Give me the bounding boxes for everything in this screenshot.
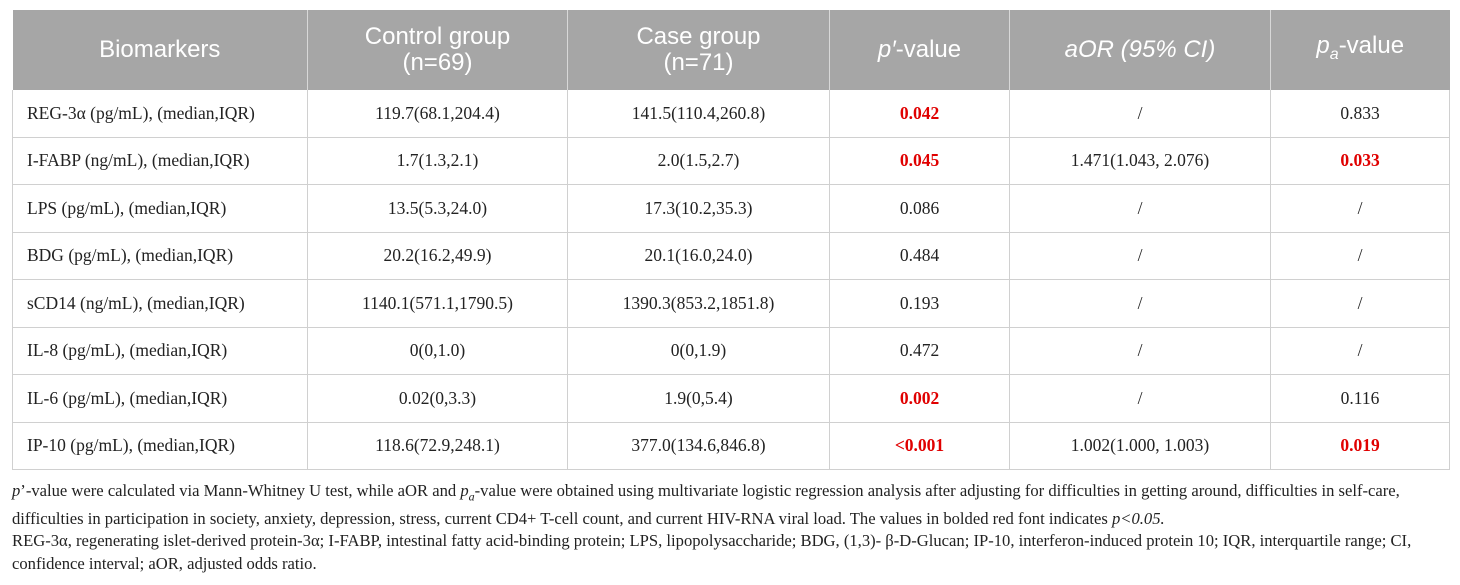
cell-control: 119.7(68.1,204.4): [307, 90, 568, 138]
table-row: IP-10 (pg/mL), (median,IQR) 118.6(72.9,2…: [12, 422, 1450, 470]
footnote-abbreviations: REG-3α, regenerating islet-derived prote…: [12, 531, 1412, 573]
cell-aor: /: [1009, 90, 1271, 138]
cell-pa: 0.019: [1270, 422, 1450, 470]
header-pa-value: pa-value: [1270, 10, 1450, 90]
cell-case: 377.0(134.6,846.8): [567, 422, 830, 470]
cell-pa: 0.833: [1270, 90, 1450, 138]
cell-aor: /: [1009, 279, 1271, 328]
cell-control: 0.02(0,3.3): [307, 374, 568, 423]
cell-control: 118.6(72.9,248.1): [307, 422, 568, 470]
header-aor: aOR (95% CI): [1009, 10, 1271, 90]
biomarker-table: Biomarkers Control group (n=69) Case grou…: [12, 10, 1450, 470]
cell-p-prime: 0.484: [829, 232, 1010, 280]
cell-p-prime: 0.002: [829, 374, 1010, 423]
header-control-group: Control group (n=69): [307, 10, 568, 90]
table-row: sCD14 (ng/mL), (median,IQR) 1140.1(571.1…: [12, 279, 1450, 328]
footnote-methods: p’-value were calculated via Mann-Whitne…: [12, 481, 1400, 528]
cell-case: 20.1(16.0,24.0): [567, 232, 830, 280]
cell-biomarker: sCD14 (ng/mL), (median,IQR): [12, 279, 308, 328]
cell-aor: 1.002(1.000, 1.003): [1009, 422, 1271, 470]
table-row: BDG (pg/mL), (median,IQR) 20.2(16.2,49.9…: [12, 232, 1450, 280]
cell-p-prime: <0.001: [829, 422, 1010, 470]
cell-p-prime: 0.042: [829, 90, 1010, 138]
table-row: IL-8 (pg/mL), (median,IQR) 0(0,1.0) 0(0,…: [12, 327, 1450, 375]
table-header-row: Biomarkers Control group (n=69) Case grou…: [12, 10, 1450, 90]
cell-case: 141.5(110.4,260.8): [567, 90, 830, 138]
cell-p-prime: 0.193: [829, 279, 1010, 328]
cell-control: 13.5(5.3,24.0): [307, 184, 568, 233]
cell-aor: /: [1009, 327, 1271, 375]
cell-biomarker: IL-6 (pg/mL), (median,IQR): [12, 374, 308, 423]
cell-case: 0(0,1.9): [567, 327, 830, 375]
cell-case: 1.9(0,5.4): [567, 374, 830, 423]
cell-aor: /: [1009, 232, 1271, 280]
cell-case: 2.0(1.5,2.7): [567, 137, 830, 185]
cell-pa: /: [1270, 279, 1450, 328]
cell-control: 0(0,1.0): [307, 327, 568, 375]
cell-aor: /: [1009, 184, 1271, 233]
table-row: REG-3α (pg/mL), (median,IQR) 119.7(68.1,…: [12, 90, 1450, 138]
cell-pa: /: [1270, 327, 1450, 375]
cell-pa: 0.033: [1270, 137, 1450, 185]
cell-p-prime: 0.086: [829, 184, 1010, 233]
header-p-prime-value: p′-value: [829, 10, 1010, 90]
table-footnote: p’-value were calculated via Mann-Whitne…: [12, 480, 1452, 575]
cell-pa: /: [1270, 232, 1450, 280]
cell-case: 17.3(10.2,35.3): [567, 184, 830, 233]
cell-biomarker: IL-8 (pg/mL), (median,IQR): [12, 327, 308, 375]
cell-biomarker: BDG (pg/mL), (median,IQR): [12, 232, 308, 280]
cell-biomarker: REG-3α (pg/mL), (median,IQR): [12, 90, 308, 138]
cell-aor: /: [1009, 374, 1271, 423]
header-case-group: Case group (n=71): [567, 10, 830, 90]
cell-case: 1390.3(853.2,1851.8): [567, 279, 830, 328]
cell-control: 1140.1(571.1,1790.5): [307, 279, 568, 328]
cell-control: 1.7(1.3,2.1): [307, 137, 568, 185]
cell-biomarker: IP-10 (pg/mL), (median,IQR): [12, 422, 308, 470]
cell-aor: 1.471(1.043, 2.076): [1009, 137, 1271, 185]
cell-biomarker: LPS (pg/mL), (median,IQR): [12, 184, 308, 233]
cell-p-prime: 0.472: [829, 327, 1010, 375]
table-row: LPS (pg/mL), (median,IQR) 13.5(5.3,24.0)…: [12, 184, 1450, 233]
cell-biomarker: I-FABP (ng/mL), (median,IQR): [12, 137, 308, 185]
biomarker-table-container: Biomarkers Control group (n=69) Case grou…: [12, 10, 1450, 470]
table-row: IL-6 (pg/mL), (median,IQR) 0.02(0,3.3) 1…: [12, 374, 1450, 423]
cell-control: 20.2(16.2,49.9): [307, 232, 568, 280]
header-biomarkers: Biomarkers: [12, 10, 308, 90]
cell-pa: 0.116: [1270, 374, 1450, 423]
cell-pa: /: [1270, 184, 1450, 233]
cell-p-prime: 0.045: [829, 137, 1010, 185]
table-row: I-FABP (ng/mL), (median,IQR) 1.7(1.3,2.1…: [12, 137, 1450, 185]
